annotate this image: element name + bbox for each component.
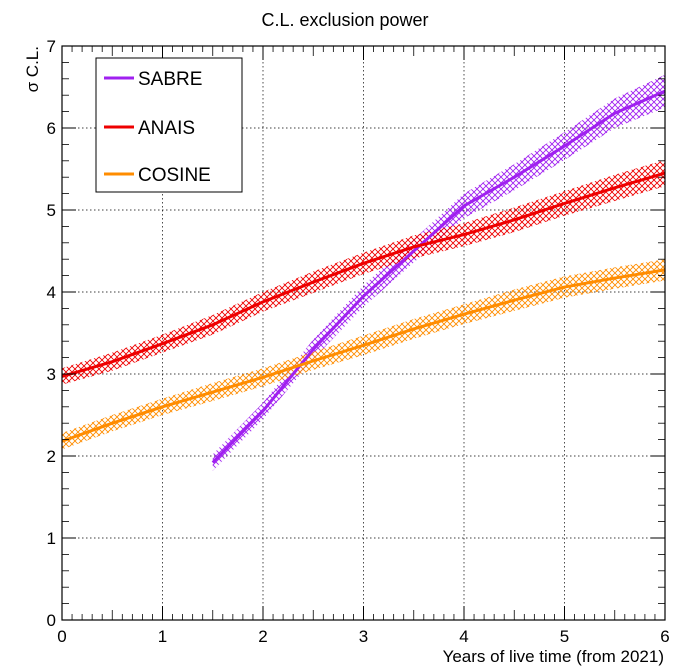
band-anais <box>62 159 665 385</box>
y-tick-label: 1 <box>47 529 56 548</box>
y-tick-label: 3 <box>47 365 56 384</box>
uncertainty-bands <box>62 74 665 471</box>
y-tick-label: 4 <box>47 283 56 302</box>
band-cosine <box>62 259 665 450</box>
legend-label-sabre: SABRE <box>138 69 202 90</box>
x-tick-label: 3 <box>359 627 368 646</box>
x-tick-label: 4 <box>459 627 468 646</box>
x-tick-label: 0 <box>57 627 66 646</box>
band-sabre <box>212 74 665 471</box>
x-axis-title: Years of live time (from 2021) <box>443 647 664 666</box>
axes: 0 1 2 3 4 5 6 0 1 2 3 4 5 6 7 <box>47 37 670 646</box>
series-line-cosine <box>61 268 666 443</box>
y-tick-label: 0 <box>47 611 56 630</box>
x-tick-label: 2 <box>258 627 267 646</box>
legend-label-anais: ANAIS <box>138 118 195 139</box>
y-tick-label: 6 <box>47 119 56 138</box>
series-line-anais <box>61 171 666 378</box>
series-line-sabre <box>211 89 666 464</box>
legend-label-cosine: COSINE <box>138 165 211 186</box>
y-tick-label: 2 <box>47 447 56 466</box>
legend-box <box>95 57 243 193</box>
chart-title: C.L. exclusion power <box>261 10 428 30</box>
x-tick-label: 1 <box>158 627 167 646</box>
x-tick-label: 6 <box>660 627 669 646</box>
series-lines <box>61 89 666 464</box>
y-tick-label: 5 <box>47 201 56 220</box>
x-tick-label: 5 <box>560 627 569 646</box>
y-axis-title: σ C.L. <box>23 46 42 92</box>
y-tick-label: 7 <box>47 37 56 56</box>
legend: SABRE ANAIS COSINE <box>95 57 243 193</box>
